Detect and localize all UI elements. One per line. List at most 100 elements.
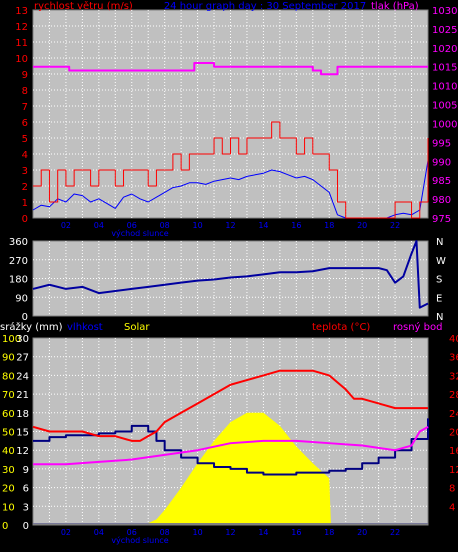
x-tick-label: 06 [127,528,137,537]
solar-tick: 90 [2,353,15,364]
pressure-tick: 980 [432,195,451,206]
humidity-tick: 15 [16,428,29,439]
temperature-tick: 16 [449,446,458,457]
sunrise-label: východ slunce [111,229,168,238]
solar-tick: 30 [2,465,15,476]
solar-tick: 40 [2,446,15,457]
humidity-tick: 0 [23,521,29,532]
dewpoint-axis-label: rosný bod [393,321,442,333]
humidity-tick: 18 [16,409,29,420]
wind-speed-tick: 1 [22,198,28,209]
x-tick-label: 20 [357,528,367,537]
wind-speed-axis-label: rychlost větru (m/s) [34,0,133,12]
solar-tick: 50 [2,428,15,439]
compass-tick: N [436,237,443,248]
wind-speed-tick: 12 [15,22,28,33]
temperature-tick: 32 [449,371,458,382]
wind-speed-tick: 13 [15,6,28,17]
dewpoint-line [33,425,429,466]
pressure-tick: 1015 [432,63,457,74]
wind-panel-frame [32,9,429,219]
x-tick-label: 16 [291,528,301,537]
rain-axis-label: srážky (mm) [0,321,63,333]
direction-degree-tick: 270 [9,256,28,267]
chart-title: 24 hour graph day : 30 September 2017 [164,1,366,12]
wind-speed-tick: 9 [22,70,28,81]
solar-tick: 100 [2,334,21,345]
wind-speed-line [33,121,429,219]
temperature-tick: 12 [449,465,458,476]
solar-tick: 60 [2,409,15,420]
x-tick-label: 10 [192,221,202,230]
x-tick-label: 06 [127,221,137,230]
humidity-tick: 27 [16,353,29,364]
pressure-tick: 995 [432,138,451,149]
pressure-tick: 1025 [432,25,457,36]
x-tick-label: 04 [94,221,104,230]
x-tick-label: 14 [258,528,268,537]
temperature-tick: 40 [449,334,458,345]
x-tick-label: 12 [225,221,235,230]
humidity-tick: 6 [23,484,29,495]
humidity-tick: 21 [16,390,29,401]
wind-speed-tick: 2 [22,182,28,193]
x-tick-label: 14 [258,221,268,230]
temperature-tick: 28 [449,390,458,401]
x-tick-label: 08 [160,221,170,230]
x-tick-label: 10 [192,528,202,537]
solar-tick: 0 [2,521,8,532]
humidity-line [33,418,429,476]
humidity-tick: 24 [16,371,29,382]
solar-tick: 10 [2,502,15,513]
x-tick-label: 22 [390,221,400,230]
temperature-tick: 4 [449,502,455,513]
temperature-axis-label: teplota (°C) [312,322,370,333]
wind-speed-tick: 3 [22,166,28,177]
pressure-tick: 975 [432,214,451,225]
humidity-axis-label: vlhkost [67,322,103,333]
wind-speed-tick: 8 [22,86,28,97]
x-tick-label: 18 [324,528,334,537]
pressure-axis-label: tlak (hPa) [371,1,419,12]
x-tick-label: 04 [94,528,104,537]
x-tick-label: 16 [291,221,301,230]
pressure-tick: 990 [432,157,451,168]
direction-degree-tick: 90 [15,293,28,304]
solar-tick: 20 [2,484,15,495]
x-tick-label: 08 [160,528,170,537]
temperature-tick: 8 [449,484,455,495]
humidity-tick: 12 [16,446,29,457]
wind-direction-line [32,240,429,309]
pressure-tick: 1020 [432,44,457,55]
x-tick-label: 02 [61,221,71,230]
sunrise-label: východ slunce [111,536,168,545]
wind-speed-tick: 7 [22,102,28,113]
humidity-tick: 3 [23,502,29,513]
temperature-tick: 20 [449,428,458,439]
humidity-tick: 9 [23,465,29,476]
x-tick-label: 12 [225,528,235,537]
wind-speed-tick: 5 [22,134,28,145]
humidity-tick: 30 [16,334,29,345]
compass-tick: E [436,293,442,304]
x-tick-label: 18 [324,221,334,230]
wind-speed-tick: 10 [15,54,28,65]
temperature-line [32,369,428,442]
compass-tick: S [436,275,442,286]
wind-speed-tick: 0 [22,214,28,225]
direction-degree-tick: 0 [22,312,28,323]
wind-speed-tick: 11 [15,38,28,49]
compass-tick: N [436,312,443,323]
compass-tick: W [436,256,446,267]
solar-axis-label: Solar [124,322,150,333]
temperature-tick: 24 [449,409,458,420]
pressure-tick: 1000 [432,119,457,130]
solar-tick: 80 [2,371,15,382]
direction-degree-tick: 180 [9,275,28,286]
wind-speed-tick: 6 [22,118,28,129]
x-tick-label: 22 [390,528,400,537]
pressure-tick: 1010 [432,82,457,93]
pressure-tick: 985 [432,176,451,187]
